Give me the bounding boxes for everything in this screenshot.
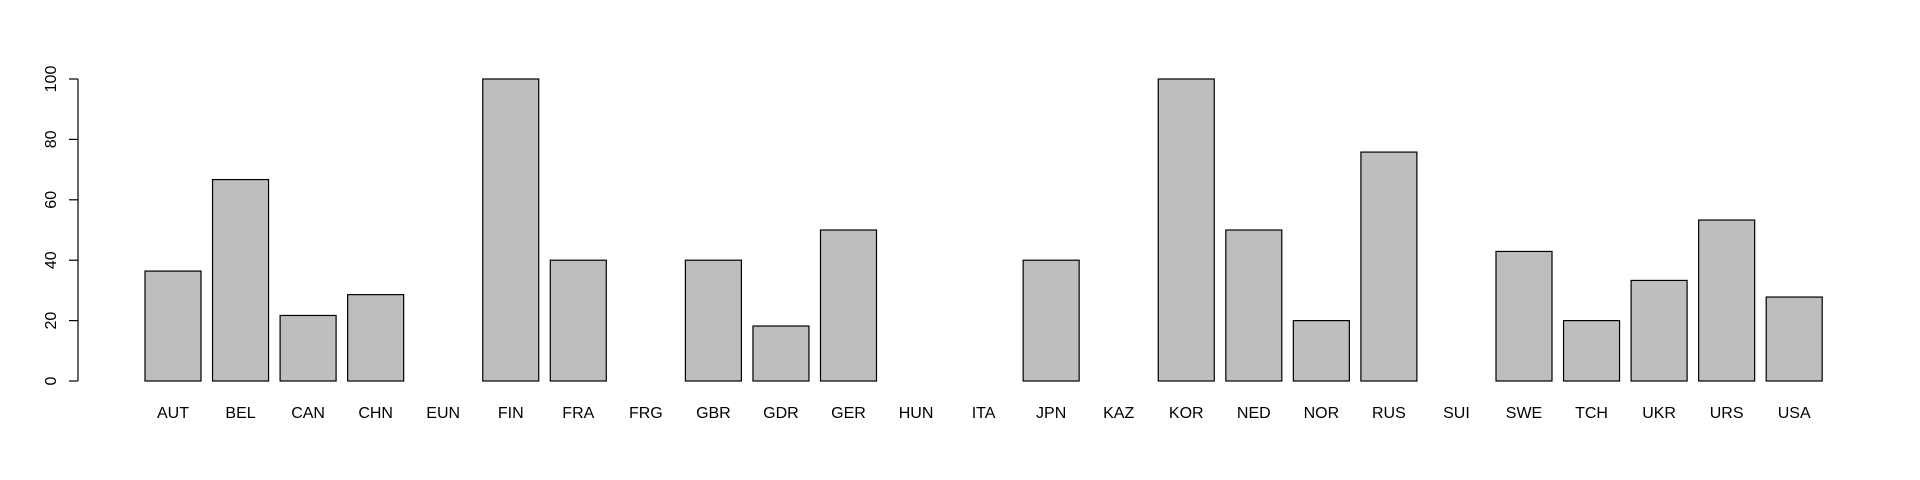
x-tick-label-urs: URS	[1710, 405, 1744, 422]
x-tick-label-bel: BEL	[225, 405, 255, 422]
bar-tch	[1562, 320, 1621, 382]
x-tick-label-fin: FIN	[498, 405, 524, 422]
x-tick-label-usa: USA	[1778, 405, 1811, 422]
bar-ned	[1225, 229, 1283, 382]
bar-aut	[144, 270, 202, 382]
x-tick-label-eun: EUN	[426, 405, 460, 422]
bar-fin	[482, 78, 540, 382]
x-tick-label-ger: GER	[831, 405, 866, 422]
x-tick-label-sui: SUI	[1443, 405, 1470, 422]
x-tick-label-jpn: JPN	[1036, 405, 1066, 422]
bar-rus	[1360, 151, 1418, 382]
x-tick-label-hun: HUN	[899, 405, 934, 422]
x-tick-label-ukr: UKR	[1642, 405, 1676, 422]
x-tick-label-nor: NOR	[1304, 405, 1340, 422]
y-tick-label: 100	[43, 66, 60, 93]
y-tick-label: 40	[43, 251, 60, 269]
x-tick-label-frg: FRG	[629, 405, 663, 422]
x-tick-label-kor: KOR	[1169, 405, 1204, 422]
bar-jpn	[1022, 259, 1080, 382]
y-tick-label: 0	[43, 376, 60, 385]
x-tick-label-rus: RUS	[1372, 405, 1406, 422]
bar-fra	[549, 259, 607, 382]
x-tick-label-can: CAN	[291, 405, 325, 422]
x-tick-label-fra: FRA	[562, 405, 594, 422]
x-tick-label-aut: AUT	[157, 405, 189, 422]
bar-ukr	[1630, 279, 1688, 382]
bar-can	[279, 314, 337, 382]
x-tick-label-tch: TCH	[1575, 405, 1608, 422]
bar-urs	[1698, 219, 1756, 382]
bars	[144, 78, 1823, 382]
x-tick-label-kaz: KAZ	[1103, 405, 1134, 422]
y-tick-label: 20	[43, 312, 60, 330]
y-tick-label: 60	[43, 191, 60, 209]
x-tick-label-ned: NED	[1237, 405, 1271, 422]
x-tick-label-ita: ITA	[972, 405, 996, 422]
bar-swe	[1495, 250, 1553, 382]
x-tick-label-gdr: GDR	[763, 405, 799, 422]
bar-gbr	[684, 259, 743, 382]
x-tick-label-swe: SWE	[1506, 405, 1542, 422]
y-axis: 0 20 40 60 80 100	[43, 66, 79, 385]
bar-ger	[819, 229, 878, 382]
x-tick-label-gbr: GBR	[696, 405, 731, 422]
y-tick-label: 80	[43, 130, 60, 148]
bar-nor	[1292, 320, 1350, 382]
x-tick-label-chn: CHN	[358, 405, 393, 422]
bar-kor	[1157, 78, 1215, 382]
bar-gdr	[752, 325, 810, 382]
x-axis-labels: AUT BEL CAN CHN EUN FIN FRA FRG GBR GDR GER HUN ITA J…	[157, 405, 1811, 422]
bar-usa	[1765, 296, 1823, 382]
bar-chn	[347, 294, 405, 382]
bar-bel	[211, 178, 270, 382]
